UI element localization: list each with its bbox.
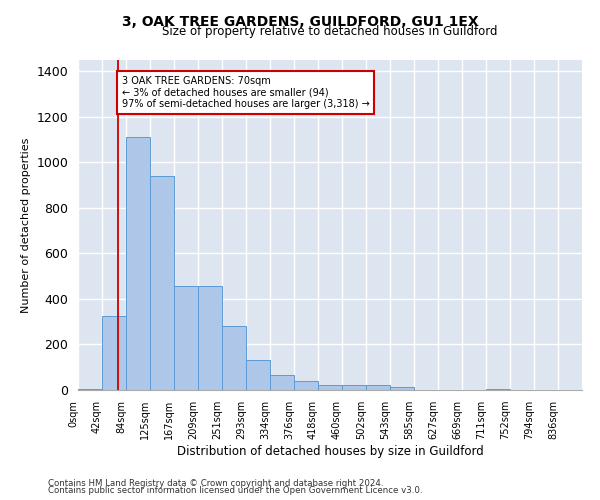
X-axis label: Distribution of detached houses by size in Guildford: Distribution of detached houses by size … <box>176 445 484 458</box>
Bar <box>270 375 294 390</box>
Bar <box>78 389 102 390</box>
Bar <box>174 286 198 390</box>
Bar <box>486 389 510 390</box>
Text: 3 OAK TREE GARDENS: 70sqm
← 3% of detached houses are smaller (94)
97% of semi-d: 3 OAK TREE GARDENS: 70sqm ← 3% of detach… <box>122 76 370 109</box>
Bar <box>294 382 318 390</box>
Bar <box>342 386 366 390</box>
Bar <box>246 360 270 390</box>
Text: Contains HM Land Registry data © Crown copyright and database right 2024.: Contains HM Land Registry data © Crown c… <box>48 478 383 488</box>
Title: Size of property relative to detached houses in Guildford: Size of property relative to detached ho… <box>162 25 498 38</box>
Bar <box>198 286 222 390</box>
Bar <box>390 388 414 390</box>
Bar <box>102 316 126 390</box>
Bar <box>150 176 174 390</box>
Text: 3, OAK TREE GARDENS, GUILDFORD, GU1 1EX: 3, OAK TREE GARDENS, GUILDFORD, GU1 1EX <box>122 15 478 29</box>
Bar <box>222 326 246 390</box>
Bar <box>318 386 342 390</box>
Bar <box>366 386 390 390</box>
Bar <box>126 138 150 390</box>
Y-axis label: Number of detached properties: Number of detached properties <box>21 138 31 312</box>
Text: Contains public sector information licensed under the Open Government Licence v3: Contains public sector information licen… <box>48 486 422 495</box>
